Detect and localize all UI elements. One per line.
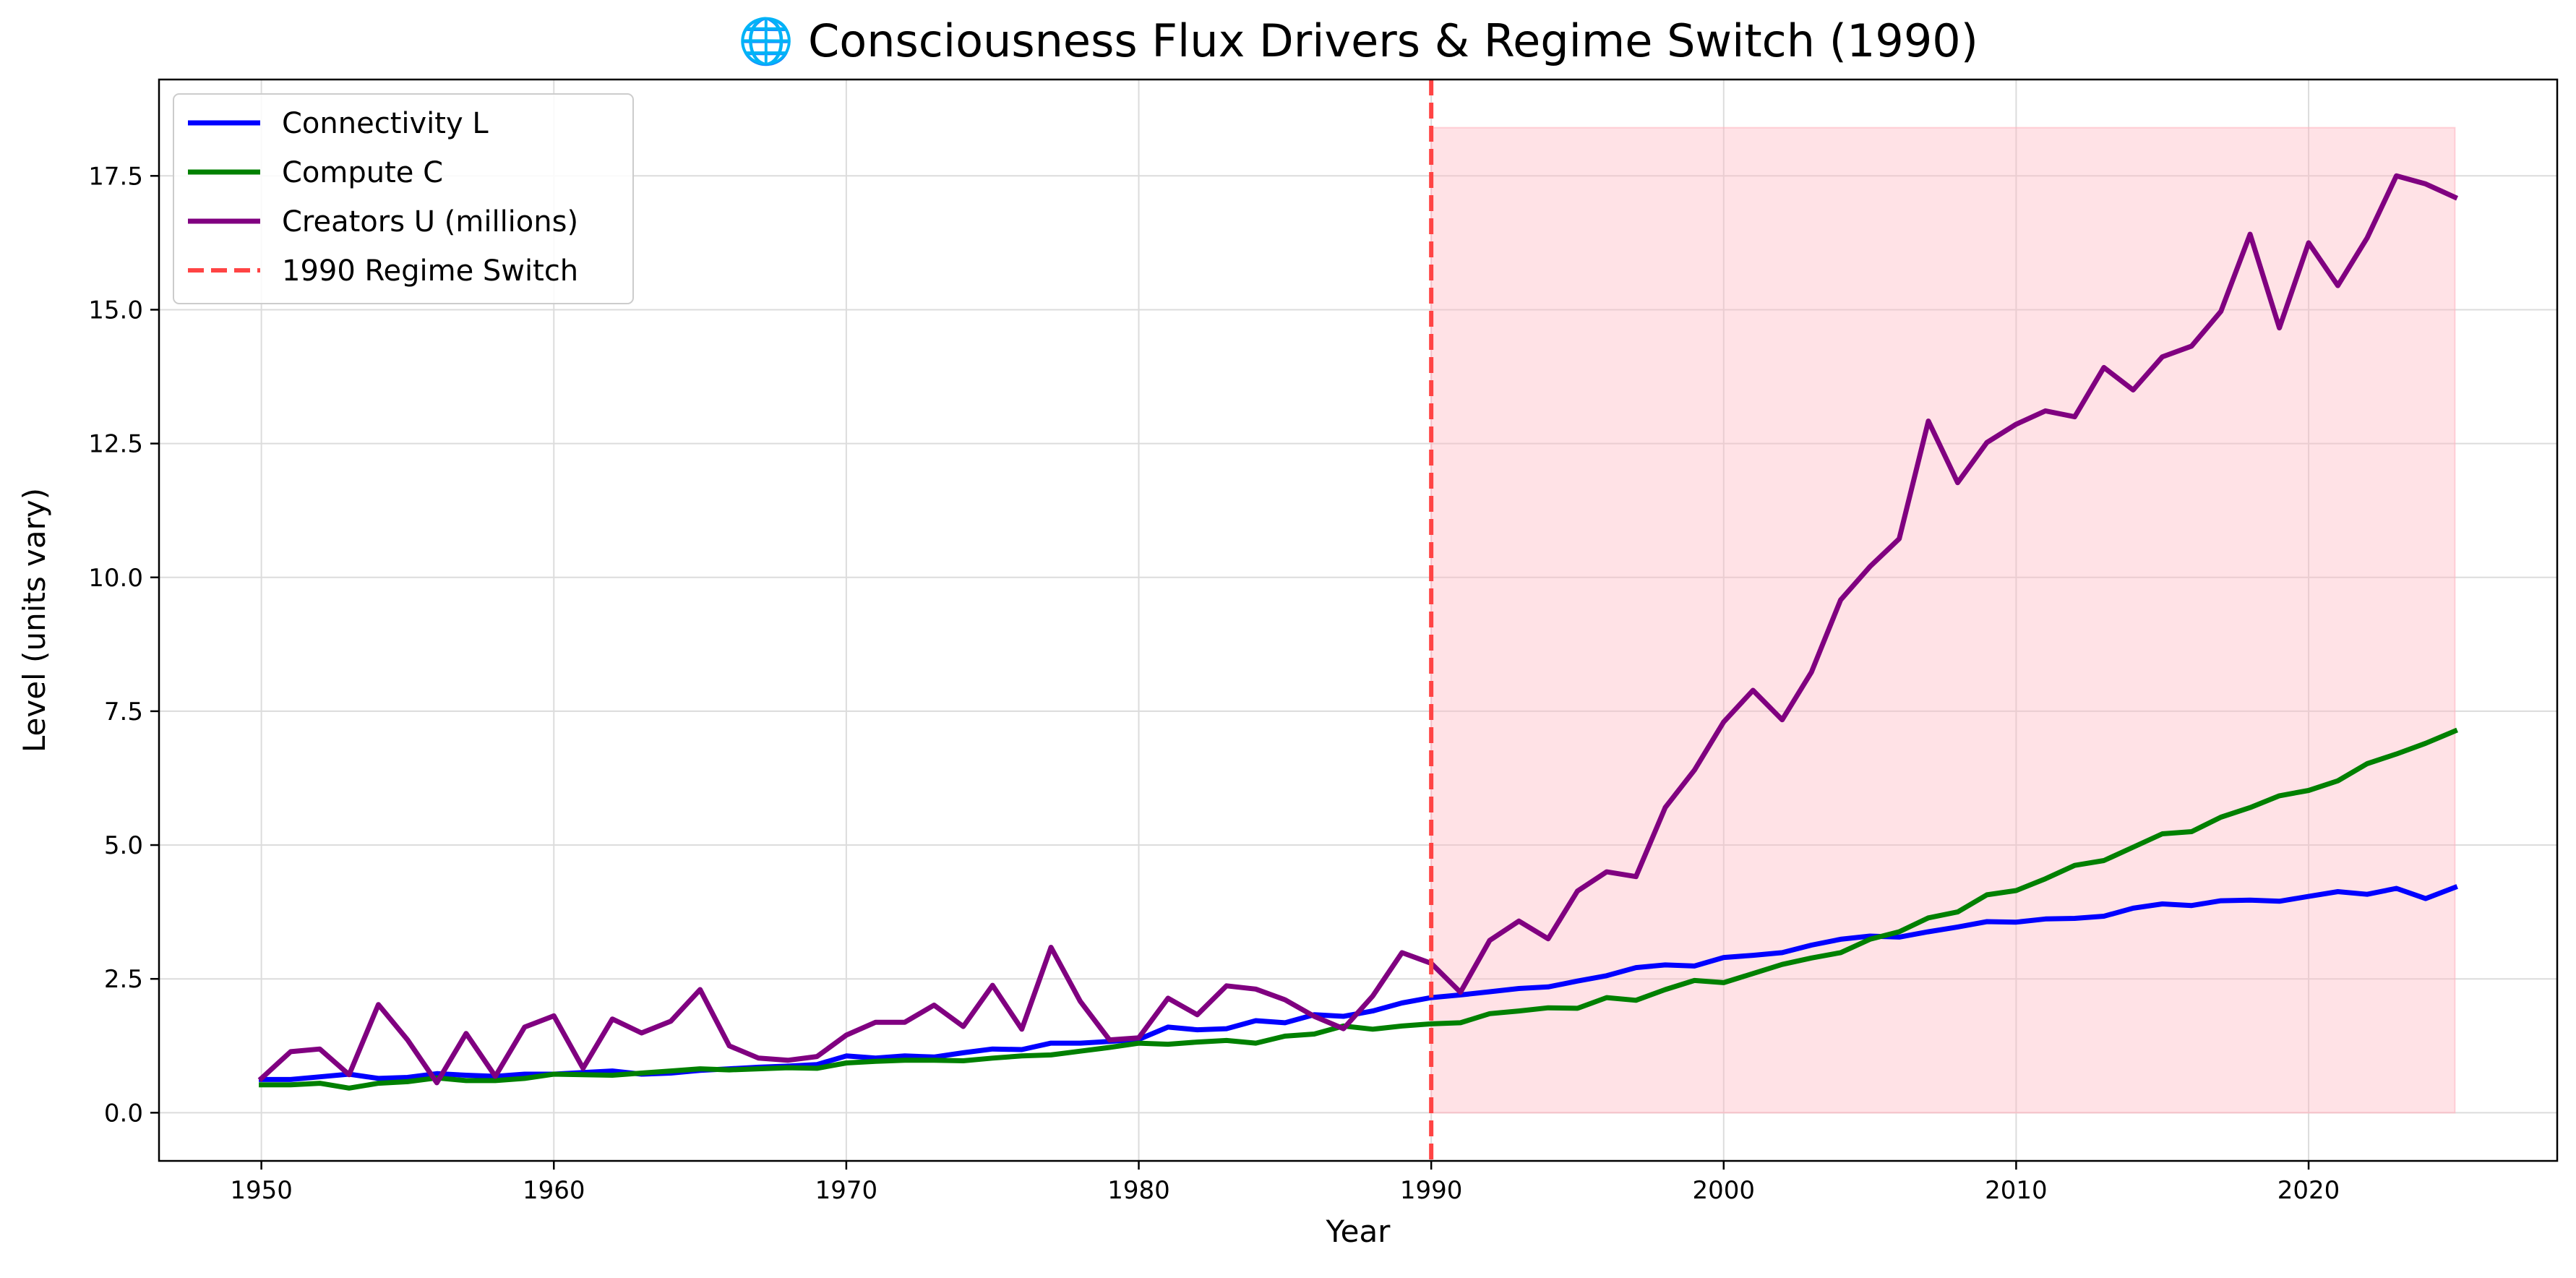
x-tick-label-1: 1960: [523, 1176, 585, 1205]
legend: Connectivity L Compute C Creators U (milli…: [173, 93, 634, 304]
x-tick-label-6: 2010: [1985, 1176, 2048, 1205]
x-tick-label-7: 2020: [2277, 1176, 2340, 1205]
series-lines: [257, 173, 2459, 1091]
y-axis-ticks: 0.0 2.5 5.0 7.5 10.0 12.5 15.0 17.5: [88, 162, 159, 1128]
legend-label-2: Creators U (millions): [282, 205, 578, 239]
legend-box: [173, 93, 634, 304]
chart-title: 🌐 Consciousness Flux Drivers & Regime Sw…: [738, 14, 1978, 67]
regime-shaded-region: [1430, 126, 2456, 1114]
y-tick-label-6: 15.0: [88, 296, 143, 325]
grid-lines: [159, 80, 2557, 1161]
y-tick-label-7: 17.5: [88, 162, 143, 191]
legend-label-0: Connectivity L: [282, 107, 489, 140]
x-tick-label-4: 1990: [1400, 1176, 1463, 1205]
x-tick-label-0: 1950: [230, 1176, 293, 1205]
plot-frame: [158, 78, 2559, 1162]
x-tick-label-5: 2000: [1693, 1176, 1756, 1205]
y-tick-label-5: 12.5: [88, 430, 143, 459]
y-tick-label-4: 10.0: [88, 564, 143, 593]
y-tick-label-0: 0.0: [104, 1099, 143, 1128]
legend-label-3: 1990 Regime Switch: [282, 254, 578, 288]
series-line-1: [259, 727, 2458, 1091]
y-axis-label: Level (units vary): [17, 488, 52, 752]
y-tick-label-1: 2.5: [104, 965, 143, 994]
legend-label-1: Compute C: [282, 156, 443, 189]
series-line-2: [257, 173, 2459, 1086]
x-axis-label: Year: [1326, 1214, 1391, 1249]
y-tick-label-3: 7.5: [104, 698, 143, 726]
regime-region: [1430, 126, 2456, 1114]
x-tick-label-3: 1980: [1107, 1176, 1170, 1205]
y-tick-label-2: 5.0: [104, 831, 143, 860]
x-axis-ticks: 1950 1960 1970 1980 1990 2000 2010 2020: [230, 1161, 2340, 1205]
x-tick-label-2: 1970: [815, 1176, 878, 1205]
